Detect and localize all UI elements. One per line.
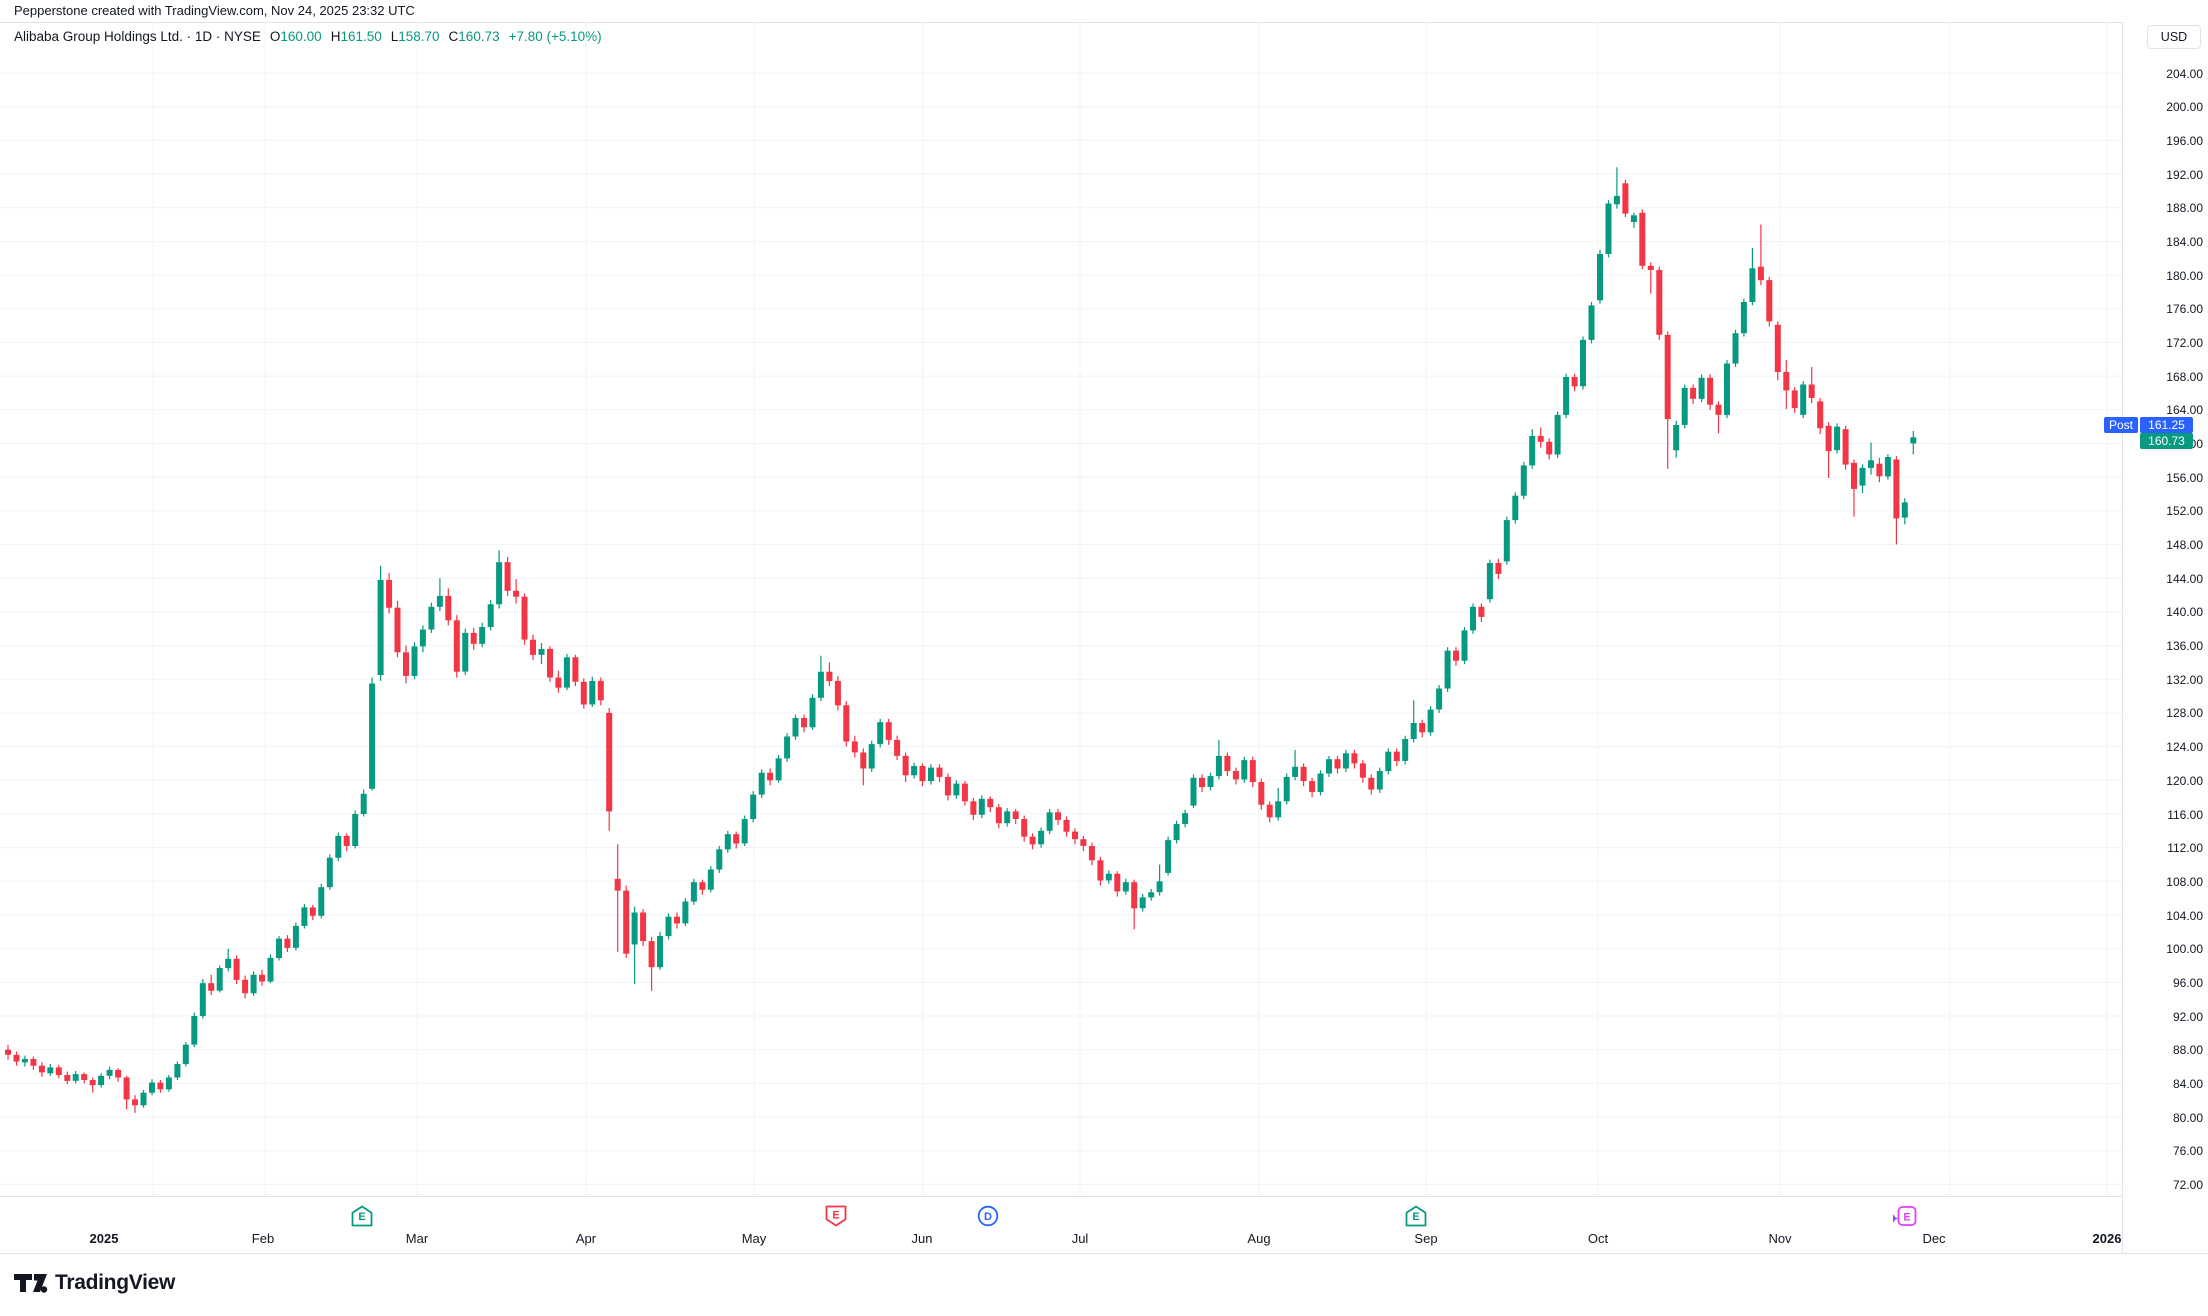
price-tick: 152.00	[2166, 504, 2203, 519]
time-tick-Aug: Aug	[1247, 1231, 1271, 1246]
high-value: H161.50	[330, 29, 382, 44]
time-tick-May: May	[741, 1231, 767, 1246]
price-tick: 112.00	[2167, 841, 2203, 856]
symbol-title: Alibaba Group Holdings Ltd. · 1D · NYSE	[14, 29, 261, 44]
price-tick: 116.00	[2167, 807, 2203, 822]
price-tick: 188.00	[2166, 201, 2203, 216]
price-tick: 72.00	[2172, 1177, 2203, 1192]
watermark-bar: Pepperstone created with TradingView.com…	[0, 0, 2208, 23]
low-value: L158.70	[390, 29, 440, 44]
post-market-price-label: 161.25	[2140, 417, 2193, 433]
price-tick: 184.00	[2166, 234, 2203, 249]
earnings-miss-icon[interactable]: E	[825, 1205, 851, 1232]
price-tick: 140.00	[2166, 605, 2203, 620]
svg-text:D: D	[984, 1211, 992, 1223]
price-tick: 172.00	[2166, 335, 2203, 350]
time-tick-Jul: Jul	[1071, 1231, 1089, 1246]
price-tick: 200.00	[2166, 100, 2203, 115]
time-tick-Mar: Mar	[405, 1231, 429, 1246]
footer-bar: TradingView	[0, 1253, 2208, 1316]
close-value: C160.73	[448, 29, 500, 44]
symbol-legend[interactable]: Alibaba Group Holdings Ltd. · 1D · NYSE …	[14, 29, 602, 44]
time-tick-Dec: Dec	[1922, 1231, 1946, 1246]
price-tick: 168.00	[2166, 369, 2203, 384]
time-tick-Sep: Sep	[1414, 1231, 1438, 1246]
time-axis[interactable]: 2025 Feb Mar Apr May Jun Jul Aug Sep Oct Nov Dec 202…	[0, 1196, 2122, 1254]
price-tick: 80.00	[2172, 1110, 2203, 1125]
price-tick: 104.00	[2166, 908, 2203, 923]
time-tick-Feb: Feb	[251, 1231, 275, 1246]
earnings-beat-icon[interactable]: E	[1405, 1205, 1431, 1232]
price-tick: 100.00	[2166, 942, 2203, 957]
time-tick-Jun: Jun	[911, 1231, 933, 1246]
currency-badge[interactable]: USD	[2147, 25, 2201, 49]
dividend-icon[interactable]: D	[977, 1205, 1003, 1232]
tradingview-brand[interactable]: TradingView	[14, 1270, 175, 1296]
time-tick-Nov: Nov	[1768, 1231, 1792, 1246]
price-tick: 204.00	[2166, 66, 2203, 81]
tradingview-logo-icon	[14, 1274, 48, 1293]
price-tick: 88.00	[2172, 1043, 2203, 1058]
price-tick: 76.00	[2172, 1144, 2203, 1159]
candlestick-plot-area[interactable]	[0, 22, 2122, 1196]
upcoming-earnings-icon[interactable]: E	[1889, 1205, 1919, 1232]
price-tick: 128.00	[2166, 706, 2203, 721]
price-tick: 84.00	[2172, 1076, 2203, 1091]
time-tick-Oct: Oct	[1587, 1231, 1609, 1246]
price-tick: 124.00	[2166, 740, 2203, 755]
last-price-label: 160.73	[2140, 433, 2193, 449]
price-tick: 196.00	[2166, 133, 2203, 148]
earnings-beat-icon[interactable]: E	[351, 1205, 377, 1232]
change-value: +7.80 (+5.10%)	[508, 29, 602, 44]
price-tick: 144.00	[2166, 571, 2203, 586]
price-tick: 148.00	[2166, 538, 2203, 552]
price-axis[interactable]: USD 72.00 76.00 80.00 84.00 88.00 92.00 96.00 1…	[2104, 22, 2208, 1253]
price-tick: 96.00	[2172, 975, 2203, 990]
price-tick: 192.00	[2166, 167, 2203, 182]
post-market-badge: Post	[2104, 417, 2138, 433]
watermark-text: Pepperstone created with TradingView.com…	[14, 3, 415, 18]
svg-text:E: E	[832, 1210, 839, 1222]
price-tick: 132.00	[2166, 672, 2203, 687]
brand-name: TradingView	[55, 1271, 176, 1294]
price-tick: 180.00	[2166, 268, 2203, 283]
svg-text:E: E	[358, 1211, 365, 1223]
svg-text:E: E	[1903, 1212, 1910, 1224]
price-tick: 176.00	[2166, 302, 2203, 317]
time-tick-2025: 2025	[89, 1231, 119, 1246]
price-tick: 156.00	[2166, 470, 2203, 485]
price-tick: 108.00	[2166, 874, 2203, 889]
time-tick-Apr: Apr	[575, 1231, 597, 1246]
price-tick: 120.00	[2166, 773, 2203, 788]
price-tick: 164.00	[2166, 403, 2203, 418]
price-tick: 136.00	[2166, 639, 2203, 654]
price-tick: 92.00	[2172, 1009, 2203, 1024]
time-tick-2026: 2026	[2092, 1231, 2122, 1246]
plot-svg	[0, 22, 2122, 1196]
svg-text:E: E	[1412, 1211, 1419, 1223]
open-value: O160.00	[269, 29, 322, 44]
